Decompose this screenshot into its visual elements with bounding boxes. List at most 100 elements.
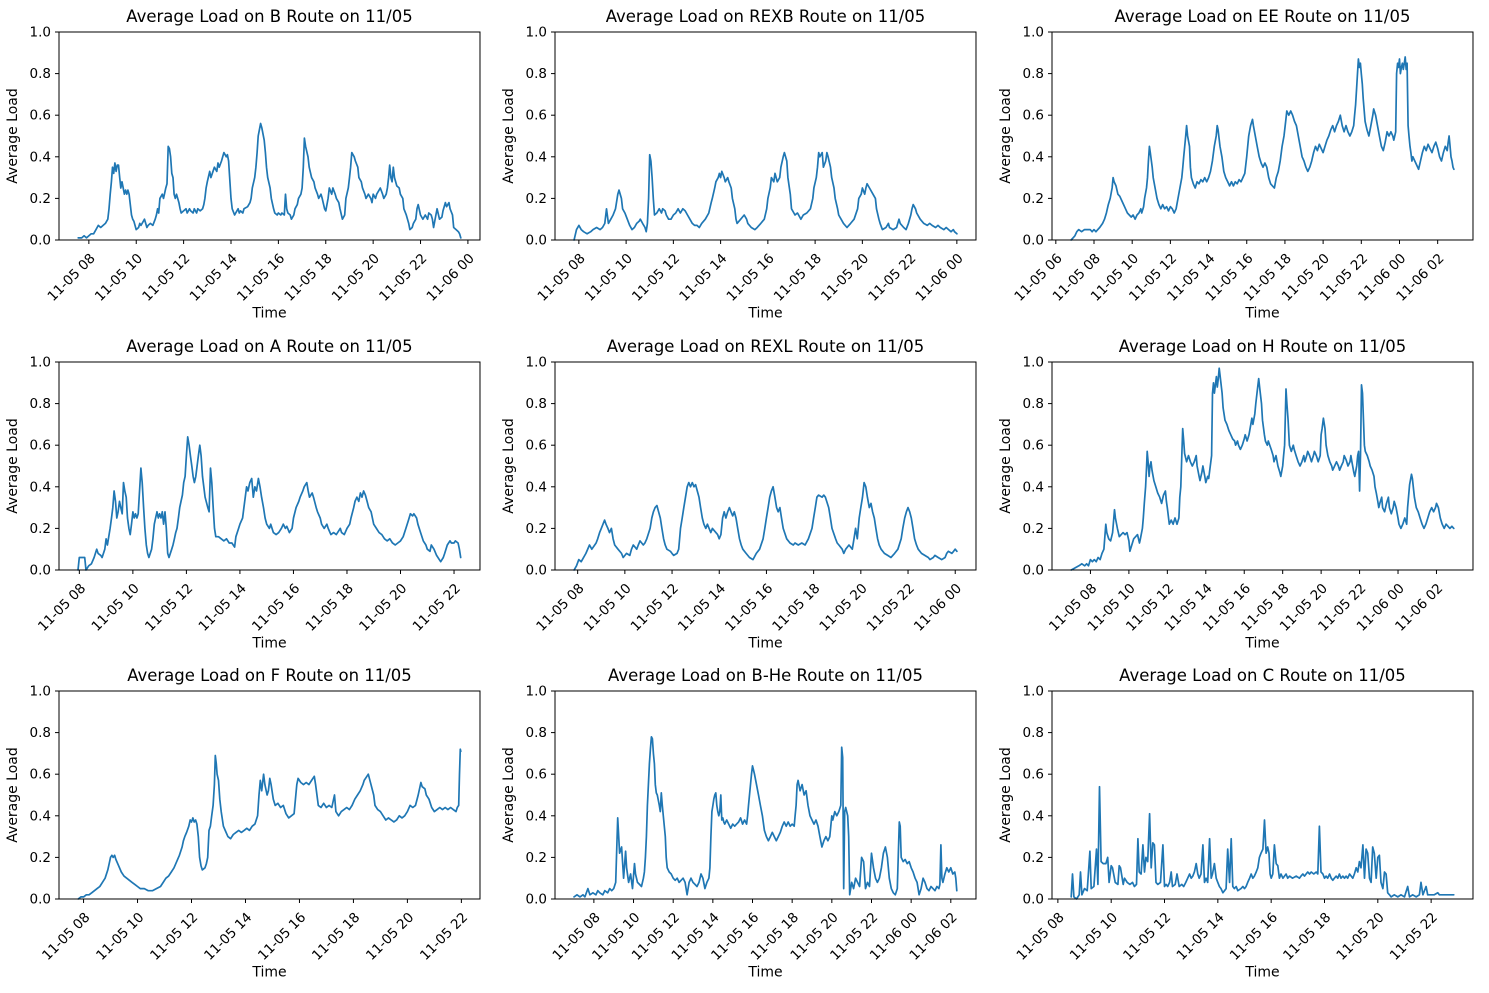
plot-border	[554, 361, 977, 571]
y-tick-label: 0.0	[526, 892, 547, 908]
plot-border	[58, 361, 481, 571]
y-tick-label: 0.6	[526, 437, 547, 453]
y-axis-label: Average Load	[5, 748, 21, 843]
chart-b-route: 0.0 0.2 0.4 0.6 0.8 1.0 11-05 08 11-05 10 11-05 …	[0, 0, 496, 330]
data-line	[573, 481, 959, 571]
y-tick-label: 0.4	[1022, 149, 1043, 165]
y-axis-label: Average Load	[998, 748, 1014, 843]
y-tick-label: 0.2	[1022, 850, 1043, 866]
data-line	[573, 151, 959, 241]
y-tick-label: 0.6	[1022, 108, 1043, 124]
x-tick-label: 11-05 22	[864, 580, 918, 634]
y-tick-label: 0.2	[30, 850, 51, 866]
x-tick-label: 11-05 18	[1280, 910, 1334, 964]
x-tick-label: 11-05 08	[534, 580, 588, 634]
y-tick-label: 1.0	[30, 354, 51, 370]
chart-title: Average Load on B-He Route on 11/05	[608, 666, 923, 685]
plot-border	[554, 31, 977, 241]
y-tick-label: 0.6	[30, 437, 51, 453]
y-tick-label: 0.8	[526, 725, 547, 741]
x-tick-label: 11-05 20	[817, 580, 871, 634]
plot-border	[1051, 31, 1474, 241]
x-tick-label: 11-05 14	[196, 580, 250, 634]
y-axis-label: Average Load	[998, 88, 1014, 183]
x-tick-label: 11-05 14	[677, 251, 731, 305]
y-tick-label: 0.4	[526, 479, 547, 495]
x-tick-label: 11-05 16	[255, 910, 309, 964]
x-tick-label: 11-05 20	[818, 251, 872, 305]
x-tick-label: 11-05 08	[44, 251, 98, 305]
y-tick-label: 0.6	[30, 108, 51, 124]
chart-h-route: 0.0 0.2 0.4 0.6 0.8 1.0 11-05 08 11-05 10 11-05 …	[993, 330, 1489, 660]
y-axis-label: Average Load	[998, 418, 1014, 513]
y-tick-label: 0.0	[30, 232, 51, 248]
x-tick-label: 11-05 10	[581, 580, 635, 634]
plot-area	[555, 361, 977, 570]
x-axis-label: Time	[748, 965, 783, 981]
y-tick-label: 0.4	[1022, 809, 1043, 825]
y-tick-label: 0.4	[30, 479, 51, 495]
x-tick-label: 11-05 14	[1173, 910, 1227, 964]
y-tick-label: 0.8	[1022, 725, 1043, 741]
x-tick-label: 11-06 00	[424, 251, 478, 305]
x-tick-label: 11-05 10	[1066, 910, 1120, 964]
y-tick-label: 0.6	[526, 767, 547, 783]
y-tick-label: 1.0	[1022, 354, 1043, 370]
x-tick-label: 11-05 16	[1226, 910, 1280, 964]
x-tick-label: 11-05 22	[376, 251, 430, 305]
plot-area	[555, 31, 977, 240]
y-axis-label: Average Load	[501, 88, 517, 183]
y-tick-label: 1.0	[526, 24, 547, 40]
x-tick-label: 11-05 22	[417, 910, 471, 964]
chart-c-route: 0.0 0.2 0.4 0.6 0.8 1.0 11-05 08 11-05 10 11-05 …	[993, 659, 1489, 989]
plot-area	[1051, 691, 1473, 900]
x-tick-label: 11-05 22	[410, 580, 464, 634]
x-tick-label: 11-05 18	[770, 580, 824, 634]
chart-rexl-route: 0.0 0.2 0.4 0.6 0.8 1.0 11-05 08 11-05 10 11-05 …	[496, 330, 992, 660]
y-tick-label: 0.4	[1022, 479, 1043, 495]
y-tick-label: 0.0	[526, 232, 547, 248]
chart-title: Average Load on EE Route on 11/05	[1114, 7, 1410, 26]
plot-area	[1051, 361, 1473, 570]
x-tick-label: 11-05 14	[187, 251, 241, 305]
chart-f-route: 0.0 0.2 0.4 0.6 0.8 1.0 11-05 08 11-05 10 11-05 …	[0, 659, 496, 989]
x-tick-label: 11-05 12	[139, 251, 193, 305]
y-tick-label: 0.2	[1022, 191, 1043, 207]
y-tick-label: 0.0	[1022, 892, 1043, 908]
y-tick-label: 0.6	[1022, 437, 1043, 453]
data-line	[77, 748, 462, 901]
x-tick-label: 11-05 20	[356, 580, 410, 634]
x-tick-label: 11-05 20	[363, 910, 417, 964]
x-tick-label: 11-05 18	[281, 251, 335, 305]
y-tick-label: 0.8	[30, 725, 51, 741]
chart-title: Average Load on B Route on 11/05	[126, 7, 412, 26]
y-tick-label: 0.2	[30, 521, 51, 537]
x-tick-label: 11-05 14	[675, 580, 729, 634]
x-tick-label: 11-05 12	[628, 580, 682, 634]
data-line	[573, 736, 958, 899]
x-tick-label: 11-05 08	[35, 580, 89, 634]
x-axis-label: Time	[1244, 306, 1279, 322]
y-tick-label: 0.0	[526, 562, 547, 578]
chart-title: Average Load on F Route on 11/05	[127, 666, 412, 685]
y-tick-label: 1.0	[526, 354, 547, 370]
y-tick-label: 0.8	[1022, 396, 1043, 412]
x-tick-label: 11-05 12	[142, 580, 196, 634]
x-tick-label: 11-06 00	[911, 580, 965, 634]
chart-title: Average Load on A Route on 11/05	[126, 337, 412, 356]
x-tick-label: 11-05 22	[1386, 910, 1440, 964]
plot-area	[59, 31, 480, 240]
x-tick-label: 11-05 16	[234, 251, 288, 305]
x-tick-label: 11-05 20	[329, 251, 383, 305]
y-tick-label: 0.4	[526, 149, 547, 165]
y-tick-label: 0.8	[526, 66, 547, 82]
x-tick-label: 11-05 16	[722, 580, 776, 634]
chart-title: Average Load on H Route on 11/05	[1118, 337, 1406, 356]
chart-b-he-route: 0.0 0.2 0.4 0.6 0.8 1.0 11-05 08 11-05 10 11-05 …	[496, 659, 992, 989]
x-tick-label: 11-05 22	[866, 251, 920, 305]
data-line	[77, 122, 462, 239]
